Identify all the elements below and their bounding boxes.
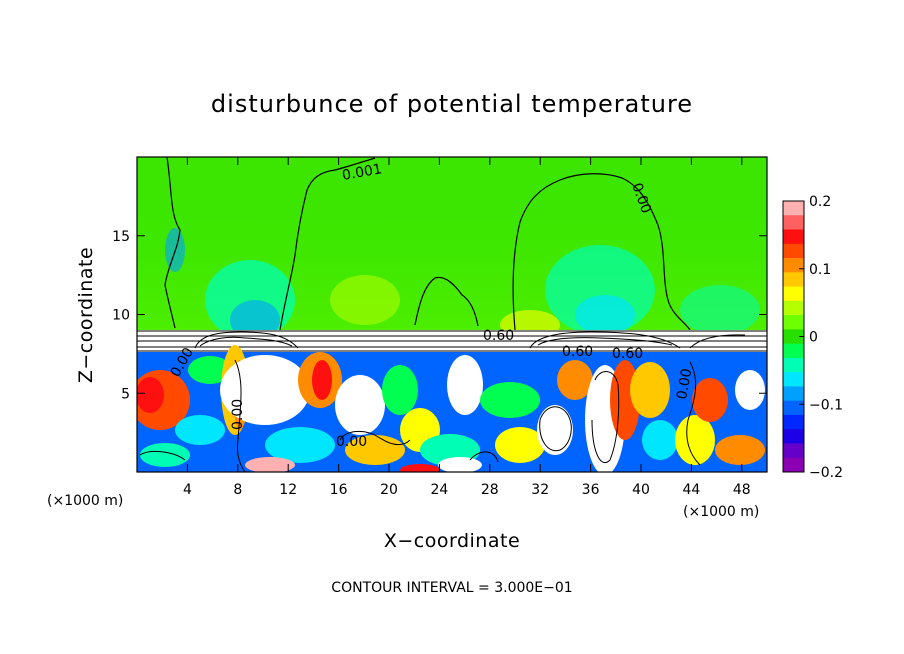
contour-line [414,276,479,327]
warm-plume [330,275,400,325]
colorbar-swatch [783,414,804,430]
colorbar-swatch [783,457,804,473]
colorbar-swatch [783,201,804,216]
tropopause-contours [137,330,767,352]
x-tick-label: 16 [330,482,348,498]
x-tick-label: 44 [682,482,700,498]
colorbar-swatch [783,229,804,245]
contour-interval-note: CONTOUR INTERVAL = 3.000E−01 [331,580,572,596]
x-axis-label: X−coordinate [384,530,520,552]
contour-line [279,157,376,331]
colorbar-swatch [783,329,804,345]
contour-label: 0.00 [230,399,246,430]
x-tick-label: 4 [183,482,192,498]
colorbar-swatch [783,315,804,330]
cool-plume [680,285,760,335]
colorbar-swatch [783,300,804,316]
colorbar-swatch [783,272,804,288]
colorbar-tick-label: −0.1 [809,397,843,413]
colorbar-ticks: 0.2 0.1 0 −0.1 −0.2 [799,194,843,481]
colorbar-tick-label: 0.1 [809,262,831,278]
lower-field-blobs [137,345,765,472]
x-tick-label: 32 [531,482,549,498]
colorbar-swatch [783,400,804,416]
x-tick-label: 40 [632,482,650,498]
y-tick-label: 10 [112,308,130,324]
colorbar-swatch [783,372,804,387]
colorbar-tick-label: −0.2 [809,465,843,481]
contour-label: 0.60 [483,328,514,344]
x-axis: 4 8 12 16 20 24 28 32 36 40 44 48 [183,157,751,498]
contour-line [512,173,691,331]
colorbar-swatch [783,258,804,273]
x-tick-label: 24 [430,482,448,498]
y-axis: 5 10 15 [112,229,767,402]
colorbar-tick-label: 0 [809,330,818,346]
x-unit-label: (×1000 m) [47,493,123,509]
colorbar [783,201,804,473]
y-tick-label: 15 [112,229,130,245]
chart-title: disturbunce of potential temperature [211,90,693,118]
contour-line [164,157,181,329]
colorbar-swatch [783,386,804,402]
plot-area: 0.001 0.00 0.60 0.60 0.60 0.00 0.00 0.00… [137,157,767,472]
lower-contours [139,359,701,472]
cool-plume [575,295,635,335]
colorbar-swatch [783,429,804,444]
x-unit-label-right: (×1000 m) [683,504,759,520]
y-tick-label: 5 [121,386,130,402]
contour-label: 0.60 [612,346,643,362]
colorbar-swatch [783,215,804,231]
x-tick-label: 36 [582,482,600,498]
colorbar-tick-label: 0.2 [809,194,831,210]
colorbar-swatch [783,443,804,459]
contour-label: 0.00 [336,434,367,450]
x-tick-label: 48 [733,482,751,498]
colorbar-swatch [783,286,804,302]
x-tick-label: 12 [279,482,297,498]
x-tick-label: 28 [481,482,499,498]
colorbar-swatch [783,243,804,259]
x-tick-label: 8 [233,482,242,498]
x-tick-label: 20 [380,482,398,498]
colorbar-swatch [783,357,804,373]
y-axis-label: Z−coordinate [75,247,97,383]
contour-label: 0.001 [341,161,383,184]
contour-label: 0.60 [562,344,593,360]
contour-label: 0.00 [674,367,695,400]
colorbar-swatch [783,343,804,359]
